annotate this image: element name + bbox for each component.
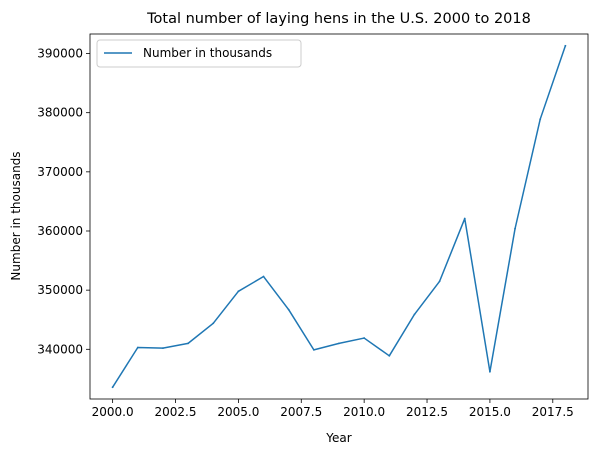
legend: Number in thousands <box>96 39 302 68</box>
data-point <box>438 280 441 283</box>
series-line <box>111 44 567 389</box>
y-tick-label: 350000 <box>37 283 83 297</box>
data-point <box>564 44 567 47</box>
x-tick-label: 2015.0 <box>469 405 511 419</box>
plot-frame <box>89 33 589 400</box>
x-tick-label: 2002.5 <box>155 405 197 419</box>
data-point <box>388 354 391 357</box>
data-point <box>413 313 416 316</box>
series-layer <box>111 44 567 389</box>
data-point <box>212 322 215 325</box>
data-point <box>162 347 164 350</box>
x-axis: 2000.0 2002.5 2005.0 2007.5 2010.0 2012.5 2015… <box>92 399 574 419</box>
data-point <box>136 346 139 349</box>
x-axis-title: Year <box>325 431 351 445</box>
data-point <box>111 386 114 389</box>
y-axis-title: Number in thousands <box>9 151 23 280</box>
data-point <box>463 217 466 220</box>
data-point <box>312 349 315 351</box>
y-tick-label: 390000 <box>37 47 83 61</box>
chart-title: Total number of laying hens in the U.S. … <box>146 11 531 27</box>
y-tick-label: 370000 <box>37 165 83 179</box>
data-point <box>363 337 366 339</box>
data-point <box>539 118 542 121</box>
data-point <box>338 342 340 345</box>
data-point <box>187 342 189 345</box>
data-point <box>489 370 491 373</box>
y-axis: 340000 350000 360000 370000 380000 390000 <box>37 47 90 356</box>
x-tick-label: 2000.0 <box>92 405 134 419</box>
y-tick-label: 360000 <box>37 224 83 238</box>
legend-box <box>96 39 302 68</box>
data-point <box>514 227 516 230</box>
legend-label: Number in thousands <box>143 46 272 60</box>
x-tick-label: 2012.5 <box>406 405 448 419</box>
x-tick-label: 2007.5 <box>280 405 322 419</box>
y-tick-label: 380000 <box>37 106 83 120</box>
x-tick-label: 2017.5 <box>532 405 574 419</box>
data-point <box>237 290 240 293</box>
x-tick-label: 2010.0 <box>343 405 385 419</box>
data-point <box>287 308 290 311</box>
data-point <box>262 275 265 278</box>
plot-area <box>89 33 589 400</box>
y-tick-label: 340000 <box>37 342 83 356</box>
x-tick-label: 2005.0 <box>217 405 259 419</box>
